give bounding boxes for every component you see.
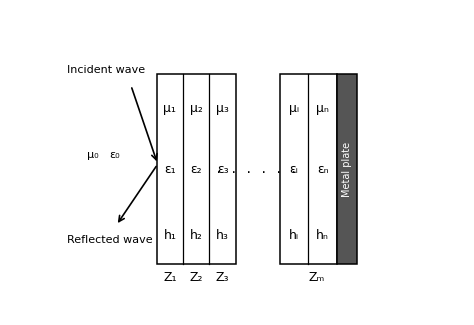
- Text: . . . . . .: . . . . . .: [215, 162, 297, 176]
- Text: ε₁: ε₁: [164, 162, 176, 176]
- Bar: [280, 74, 337, 264]
- Text: μ₃: μ₃: [216, 102, 229, 115]
- Text: Z₃: Z₃: [216, 271, 229, 284]
- Text: ε₂: ε₂: [191, 162, 202, 176]
- Text: Reflected wave: Reflected wave: [66, 235, 152, 245]
- Text: μ₀: μ₀: [87, 150, 99, 160]
- Text: Z₂: Z₂: [190, 271, 203, 284]
- Text: μ₁: μ₁: [164, 102, 176, 115]
- Text: εₙ: εₙ: [317, 162, 328, 176]
- Text: μ₂: μ₂: [190, 102, 203, 115]
- Text: h₁: h₁: [164, 229, 176, 242]
- Text: Incident wave: Incident wave: [66, 65, 145, 75]
- Text: Zₘ: Zₘ: [309, 271, 325, 284]
- Text: μᵢ: μᵢ: [289, 102, 299, 115]
- Bar: [337, 74, 357, 264]
- Text: ε₃: ε₃: [217, 162, 228, 176]
- Text: Z₁: Z₁: [163, 271, 177, 284]
- Text: Metal plate: Metal plate: [342, 142, 352, 197]
- Text: hᵢ: hᵢ: [289, 229, 299, 242]
- Text: εᵢ: εᵢ: [290, 162, 299, 176]
- Bar: [156, 74, 236, 264]
- Text: h₂: h₂: [190, 229, 203, 242]
- Text: μₙ: μₙ: [316, 102, 329, 115]
- Text: ε₀: ε₀: [109, 150, 119, 160]
- Text: hₙ: hₙ: [316, 229, 329, 242]
- Text: h₃: h₃: [216, 229, 229, 242]
